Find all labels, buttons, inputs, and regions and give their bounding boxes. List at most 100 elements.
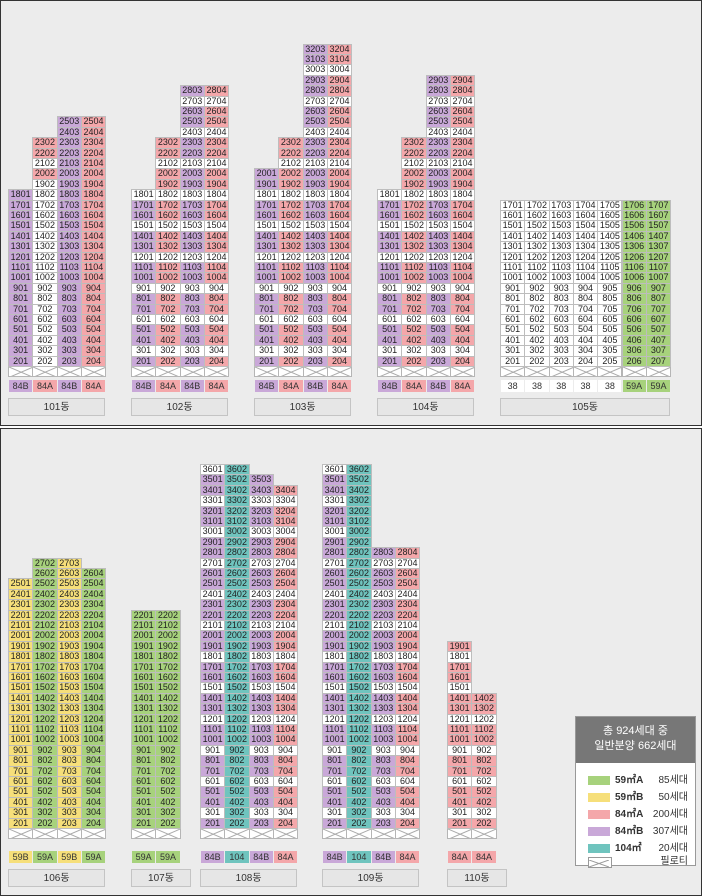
unit-cell: 2203 (179, 147, 205, 159)
unit-cell: 1202 (155, 713, 181, 725)
unit-cell: 1403 (302, 230, 328, 243)
unit-cell: 1201 (500, 251, 526, 263)
unit-cell: 2202 (278, 147, 304, 159)
unit-cell: 1002 (278, 272, 304, 284)
unit-cell: 303 (56, 345, 82, 357)
legend-swatch (588, 776, 610, 785)
unit-cell: 702 (278, 303, 304, 315)
unit-cell: 1404 (394, 692, 421, 705)
unit-cell: 601 (322, 776, 348, 788)
unit-cell: 1502 (32, 682, 58, 694)
unit-cell: 2902 (224, 536, 250, 549)
unit-cell: 206 (621, 355, 647, 367)
pilotis-cell (645, 366, 672, 378)
unit-cell: 2901 (322, 536, 348, 549)
unit-cell: 302 (278, 345, 304, 357)
pilotis-cell (203, 366, 230, 378)
unit-cell: 2803 (370, 547, 396, 559)
unit-cell: 1104 (394, 724, 421, 736)
unit-cell: 2703 (56, 557, 82, 569)
unit-cell: 2303 (425, 137, 451, 149)
unit-cell: 1401 (200, 692, 226, 705)
unit-cell: 602 (401, 314, 427, 326)
unit-cell: 1107 (645, 262, 672, 274)
unit-cell: 204 (572, 355, 599, 367)
unit-cell: 1501 (200, 682, 226, 694)
unit-cell: 2304 (326, 137, 353, 149)
unit-cell: 203 (302, 355, 328, 367)
unit-cell: 3001 (322, 526, 348, 538)
unit-cell: 403 (370, 796, 396, 809)
unit-type-label: 59A (81, 851, 106, 863)
unit-cell: 604 (449, 314, 476, 326)
unit-cell: 401 (377, 334, 403, 347)
unit-cell: 1301 (377, 241, 403, 253)
unit-cell: 1402 (346, 692, 372, 705)
pilotis-cell (8, 828, 34, 840)
unit-cell: 904 (80, 744, 107, 757)
unit-type-label: 104 (225, 851, 249, 863)
unit-cell: 202 (278, 355, 304, 367)
unit-type-label: 84A (395, 851, 420, 863)
unit-cell: 1704 (572, 199, 599, 211)
unit-cell: 1704 (272, 661, 299, 673)
unit-cell: 1603 (548, 210, 574, 222)
unit-cell: 803 (179, 293, 205, 305)
unit-cell: 904 (449, 282, 476, 295)
unit-cell: 502 (155, 786, 181, 798)
unit-cell: 1601 (500, 210, 526, 222)
unit-cell: 1503 (302, 220, 328, 232)
unit-cell: 1703 (425, 199, 451, 211)
unit-cell: 3001 (200, 526, 226, 538)
unit-cell: 1701 (500, 199, 526, 211)
unit-cell: 2303 (248, 599, 274, 611)
unit-cell: 303 (179, 345, 205, 357)
unit-cell: 603 (548, 314, 574, 326)
unit-cell: 1103 (370, 724, 396, 736)
unit-cell: 2403 (370, 588, 396, 601)
unit-cell: 2002 (32, 630, 58, 642)
pilotis-cell (80, 828, 107, 840)
unit-cell: 2203 (56, 147, 82, 159)
unit-cell: 1802 (155, 189, 181, 201)
unit-cell: 1002 (471, 734, 497, 746)
unit-cell: 1703 (56, 661, 82, 673)
unit-cell: 804 (272, 755, 299, 767)
unit-cell: 804 (572, 293, 599, 305)
unit-cell: 1902 (32, 178, 58, 191)
unit-cell: 2401 (322, 588, 348, 601)
unit-cell: 703 (302, 303, 328, 315)
unit-cell: 1903 (302, 178, 328, 191)
unit-cell: 704 (272, 765, 299, 777)
unit-cell: 901 (500, 282, 526, 295)
unit-cell: 1202 (401, 251, 427, 263)
unit-cell: 604 (326, 314, 353, 326)
unit-cell: 2302 (155, 137, 181, 149)
unit-cell: 805 (597, 293, 623, 305)
unit-cell: 3303 (248, 495, 274, 507)
unit-type-label: 59B (57, 851, 81, 863)
unit-cell: 1403 (179, 230, 205, 243)
unit-cell: 1903 (248, 640, 274, 653)
unit-cell: 202 (346, 817, 372, 829)
unit-cell: 403 (179, 334, 205, 347)
unit-cell: 1203 (425, 251, 451, 263)
unit-cell: 1903 (56, 640, 82, 653)
unit-cell: 904 (203, 282, 230, 295)
unit-cell: 2302 (346, 599, 372, 611)
legend-item: 59㎡B 50세대 (582, 791, 692, 805)
unit-type-label: 38 (549, 380, 573, 392)
unit-cell: 801 (131, 755, 157, 767)
unit-cell: 405 (597, 334, 623, 347)
unit-cell: 3002 (224, 526, 250, 538)
unit-cell: 702 (471, 765, 497, 777)
unit-cell: 1103 (248, 724, 274, 736)
unit-cell: 1303 (179, 241, 205, 253)
pilotis-cell (254, 366, 280, 378)
unit-cell: 2504 (449, 116, 476, 128)
unit-cell: 707 (645, 303, 672, 315)
unit-cell: 604 (80, 776, 107, 788)
unit-cell: 1003 (179, 272, 205, 284)
unit-cell: 203 (179, 355, 205, 367)
unit-cell: 1701 (377, 199, 403, 211)
